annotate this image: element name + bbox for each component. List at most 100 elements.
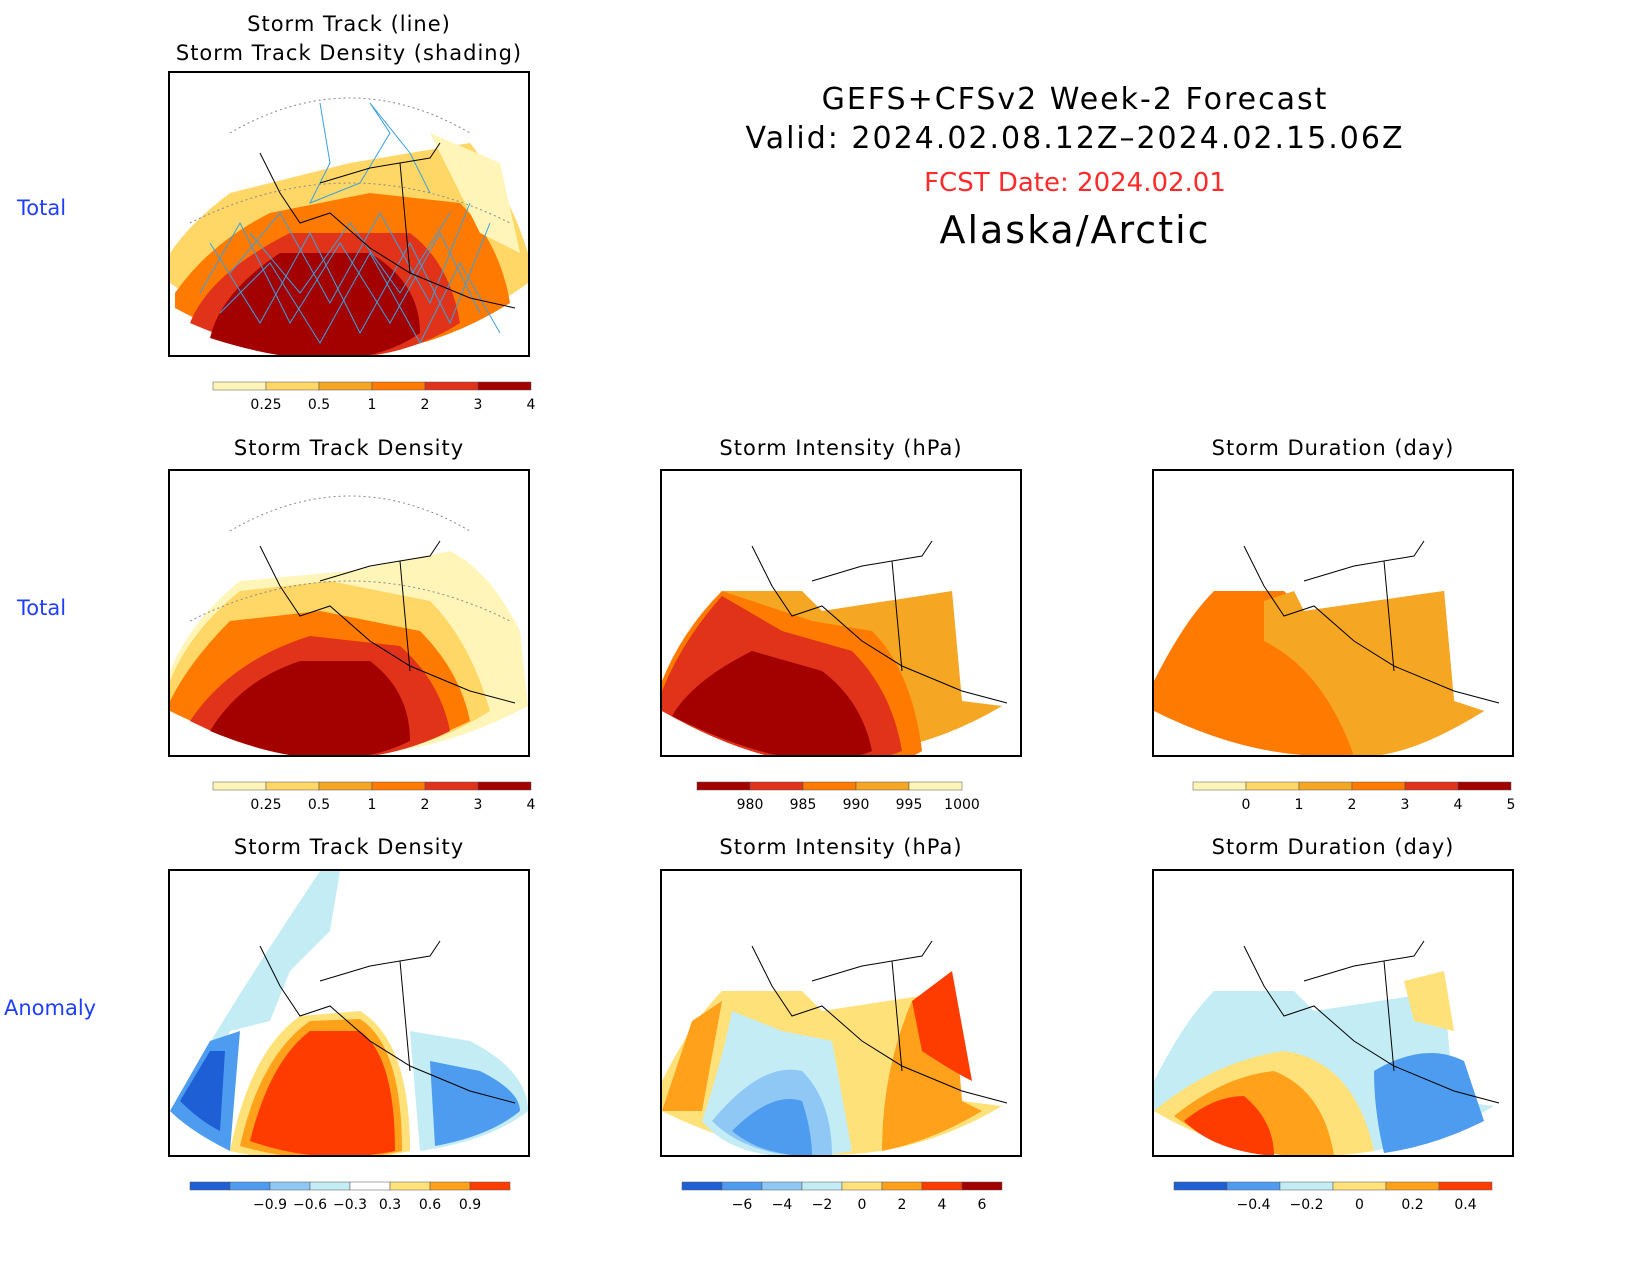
duration-anom-title: Storm Duration (day) bbox=[1211, 835, 1455, 859]
colorbar-label: −4 bbox=[771, 1197, 793, 1213]
colorbar-swatch bbox=[1192, 781, 1247, 791]
colorbar-swatch bbox=[424, 381, 479, 391]
colorbar-label: 2 bbox=[897, 1197, 907, 1213]
colorbar-swatch bbox=[1404, 781, 1459, 791]
top-panel-title-line1: Storm Track (line) bbox=[247, 12, 451, 36]
colorbar-label: 0 bbox=[1355, 1197, 1364, 1213]
duration-anomaly-map bbox=[1152, 869, 1514, 1157]
intensity-anomaly-map bbox=[660, 869, 1022, 1157]
colorbar-label: 1 bbox=[367, 397, 377, 413]
colorbar-label: −6 bbox=[731, 1197, 753, 1213]
colorbar-swatch bbox=[477, 781, 532, 791]
colorbar-swatch bbox=[1226, 1181, 1281, 1191]
colorbar-swatch bbox=[1438, 1181, 1493, 1191]
colorbar-label: 0.2 bbox=[1401, 1197, 1424, 1213]
main-header: GEFS+CFSv2 Week-2 Forecast Valid: 2024.0… bbox=[740, 82, 1410, 252]
density-total-map bbox=[168, 469, 530, 757]
colorbar-label: 0.25 bbox=[250, 397, 282, 413]
colorbar-label: 5 bbox=[1506, 797, 1516, 813]
colorbar-label: 4 bbox=[937, 1197, 947, 1213]
colorbar-swatch bbox=[318, 381, 373, 391]
colorbar-label: 3 bbox=[473, 797, 483, 813]
density-colorbar: 0.25 0.5 1 2 3 4 bbox=[168, 778, 538, 818]
density-colorbar-top-strip bbox=[212, 381, 532, 391]
duration-total-map bbox=[1152, 469, 1514, 757]
colorbar-swatch bbox=[841, 1181, 883, 1191]
colorbar-swatch bbox=[1332, 1181, 1387, 1191]
colorbar-label: −2 bbox=[811, 1197, 833, 1213]
colorbar-swatch bbox=[1245, 781, 1300, 791]
colorbar-swatch bbox=[371, 781, 426, 791]
row-label-total-1: Total bbox=[17, 196, 67, 220]
colorbar-swatch bbox=[371, 381, 426, 391]
density-anomaly-map bbox=[168, 869, 530, 1157]
colorbar-swatch bbox=[921, 1181, 963, 1191]
colorbar-label: 1 bbox=[1294, 797, 1304, 813]
colorbar-swatch bbox=[1279, 1181, 1334, 1191]
colorbar-swatch bbox=[855, 781, 910, 791]
colorbar-swatch bbox=[1457, 781, 1512, 791]
colorbar-swatch bbox=[269, 1181, 311, 1191]
colorbar-label: 2 bbox=[420, 397, 430, 413]
colorbar-label: 1 bbox=[367, 797, 377, 813]
colorbar-swatch bbox=[1385, 1181, 1440, 1191]
colorbar-swatch bbox=[881, 1181, 923, 1191]
colorbar-swatch bbox=[961, 1181, 1003, 1191]
colorbar-swatch bbox=[318, 781, 373, 791]
colorbar-label: −0.9 bbox=[253, 1197, 287, 1213]
density-total-title: Storm Track Density bbox=[233, 436, 465, 460]
colorbar-label: 6 bbox=[977, 1197, 987, 1213]
row-label-total-2: Total bbox=[17, 596, 67, 620]
colorbar-label: 2 bbox=[420, 797, 430, 813]
colorbar-label: 0.25 bbox=[250, 797, 282, 813]
colorbar-label: 2 bbox=[1347, 797, 1357, 813]
duration-anom-colorbar: −0.4 −0.2 0 0.2 0.4 bbox=[1144, 1178, 1524, 1218]
colorbar-swatch bbox=[265, 781, 320, 791]
top-panel-title-line2: Storm Track Density (shading) bbox=[175, 41, 523, 65]
colorbar-swatch bbox=[801, 1181, 843, 1191]
colorbar-label: −0.6 bbox=[293, 1197, 327, 1213]
colorbar-swatch bbox=[749, 781, 804, 791]
colorbar-label: 4 bbox=[526, 397, 536, 413]
colorbar-label: 0 bbox=[1241, 797, 1251, 813]
intensity-total-title: Storm Intensity (hPa) bbox=[719, 436, 963, 460]
colorbar-label: 980 bbox=[736, 797, 764, 813]
colorbar-label: 995 bbox=[895, 797, 923, 813]
colorbar-swatch bbox=[424, 781, 479, 791]
colorbar-label: 0.4 bbox=[1454, 1197, 1477, 1213]
colorbar-label: 0.3 bbox=[378, 1197, 402, 1213]
colorbar-swatch bbox=[1298, 781, 1353, 791]
colorbar-swatch bbox=[389, 1181, 431, 1191]
density-colorbar-top: 0.25 0.5 1 2 3 4 bbox=[168, 378, 538, 418]
density-anom-colorbar: −0.9 −0.6 −0.3 0.3 0.6 0.9 bbox=[160, 1178, 540, 1218]
row-label-anomaly: Anomaly bbox=[4, 996, 97, 1020]
colorbar-swatch bbox=[477, 381, 532, 391]
colorbar-swatch bbox=[349, 1181, 391, 1191]
colorbar-label: 4 bbox=[526, 797, 536, 813]
colorbar-swatch bbox=[212, 781, 267, 791]
colorbar-label: 0.9 bbox=[458, 1197, 482, 1213]
colorbar-label: 985 bbox=[789, 797, 817, 813]
main-title: GEFS+CFSv2 Week-2 Forecast bbox=[821, 82, 1329, 117]
colorbar-label: −0.3 bbox=[333, 1197, 367, 1213]
colorbar-swatch bbox=[1173, 1181, 1228, 1191]
duration-colorbar: 0 1 2 3 4 5 bbox=[1148, 778, 1522, 818]
colorbar-label: −0.2 bbox=[1289, 1197, 1324, 1213]
colorbar-swatch bbox=[721, 1181, 763, 1191]
colorbar-label: 4 bbox=[1453, 797, 1463, 813]
colorbar-swatch bbox=[1351, 781, 1406, 791]
intensity-anom-title: Storm Intensity (hPa) bbox=[719, 835, 963, 859]
colorbar-label: 3 bbox=[1400, 797, 1410, 813]
valid-range: Valid: 2024.02.08.12Z–2024.02.15.06Z bbox=[745, 121, 1405, 156]
top-panel-title: Storm Track (line) Storm Track Density (… bbox=[168, 10, 530, 68]
colorbar-swatch bbox=[681, 1181, 723, 1191]
colorbar-swatch bbox=[696, 781, 751, 791]
intensity-colorbar: 980 985 990 995 1000 bbox=[652, 778, 1026, 818]
colorbar-swatch bbox=[429, 1181, 471, 1191]
colorbar-label: 0.6 bbox=[418, 1197, 442, 1213]
colorbar-swatch bbox=[229, 1181, 271, 1191]
duration-total-title: Storm Duration (day) bbox=[1211, 436, 1455, 460]
colorbar-label: 3 bbox=[473, 397, 483, 413]
density-anom-title: Storm Track Density bbox=[233, 835, 465, 859]
storm-track-map bbox=[168, 71, 530, 357]
